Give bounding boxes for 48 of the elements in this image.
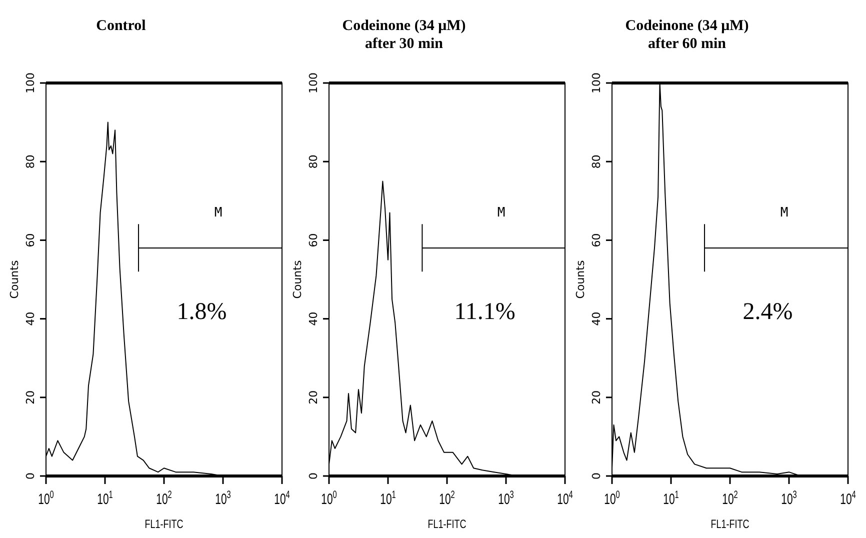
x-tick-label: 10$^{4}$ xyxy=(557,488,573,508)
x-tick-label: 10$^{1}$ xyxy=(380,488,396,508)
x-tick-label: 10$^{3}$ xyxy=(498,488,514,508)
y-tick-label: 60 xyxy=(24,233,37,248)
y-axis-title: Counts xyxy=(8,260,21,299)
x-tick-label: 10$^{4}$ xyxy=(274,488,290,508)
y-axis-title: Counts xyxy=(574,260,587,299)
y-tick-label: 60 xyxy=(307,233,320,248)
annotation: 1.8% xyxy=(176,298,227,325)
annotation: M xyxy=(780,206,788,221)
y-tick-label: 80 xyxy=(590,154,603,169)
x-tick-label: 10$^{0}$ xyxy=(604,488,620,508)
y-tick-label: 40 xyxy=(590,312,603,326)
chart-title: Control xyxy=(96,18,146,34)
y-tick-label: 0 xyxy=(307,472,320,480)
y-tick-label: 0 xyxy=(24,472,37,480)
y-tick-label: 40 xyxy=(24,312,37,326)
y-tick-label: 20 xyxy=(590,390,603,404)
y-tick-label: 80 xyxy=(307,154,320,169)
annotation: 11.1% xyxy=(454,298,516,325)
chart-title: Codeinone (34 μM) after 60 min xyxy=(625,18,749,52)
x-tick-label: 10$^{4}$ xyxy=(840,488,856,508)
chart-title: Codeinone (34 μM) after 30 min xyxy=(342,18,466,52)
y-tick-label: 20 xyxy=(24,390,37,404)
x-tick-label: 10$^{1}$ xyxy=(97,488,113,508)
y-tick-label: 100 xyxy=(590,72,603,94)
annotation: M xyxy=(497,206,506,221)
annotation: 2.4% xyxy=(742,298,793,325)
y-tick-label: 40 xyxy=(307,312,320,326)
y-axis-title: Counts xyxy=(291,260,304,299)
x-axis-title: FL1-FITC xyxy=(710,518,750,532)
x-axis-title: FL1-FITC xyxy=(144,518,184,532)
x-tick-label: 10$^{2}$ xyxy=(439,488,455,508)
y-tick-label: 20 xyxy=(307,390,320,404)
y-tick-label: 100 xyxy=(24,72,37,94)
x-tick-label: 10$^{2}$ xyxy=(156,488,172,508)
x-axis-title: FL1-FITC xyxy=(428,518,467,532)
x-tick-label: 10$^{3}$ xyxy=(215,488,231,508)
x-tick-label: 10$^{1}$ xyxy=(663,488,679,508)
x-tick-label: 10$^{0}$ xyxy=(38,488,54,508)
x-tick-label: 10$^{3}$ xyxy=(781,488,797,508)
x-tick-label: 10$^{0}$ xyxy=(321,488,337,508)
y-tick-label: 80 xyxy=(24,154,37,169)
y-tick-label: 60 xyxy=(590,233,603,248)
annotation: M xyxy=(214,206,222,221)
x-tick-label: 10$^{2}$ xyxy=(722,488,738,508)
y-tick-label: 100 xyxy=(307,72,320,94)
y-tick-label: 0 xyxy=(590,472,603,480)
